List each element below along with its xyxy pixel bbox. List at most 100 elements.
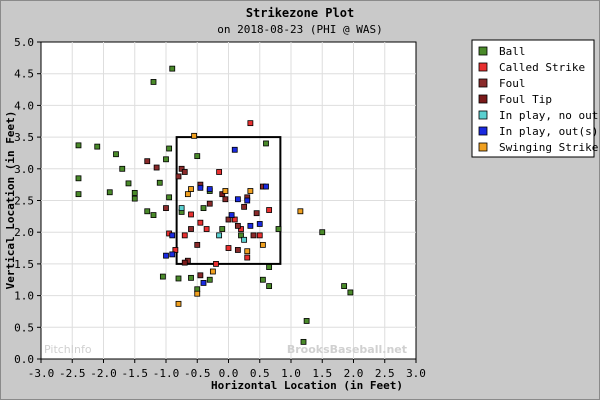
point-ball <box>150 212 157 218</box>
point-in-play-out-s <box>197 184 204 191</box>
point-foul <box>163 205 169 212</box>
x-tick-label: 0.0 <box>219 367 239 380</box>
legend-swatch-foul-tip <box>478 94 488 104</box>
point-ball <box>341 283 348 289</box>
point-ball <box>194 153 201 160</box>
watermark-brooksbaseball: BrooksBaseball.net <box>287 343 407 356</box>
point-ball <box>113 151 119 158</box>
point-ball <box>131 195 138 202</box>
point-ball <box>219 226 226 232</box>
legend-label-swinging-strike: Swinging Strike <box>499 141 598 154</box>
point-swinging-strike <box>247 188 254 194</box>
point-ball <box>238 232 244 239</box>
point-ball <box>188 274 194 281</box>
point-ball <box>163 156 169 163</box>
watermark-pitchinfo: PitchInfo <box>44 343 92 356</box>
chart-title: Strikezone Plot <box>246 6 354 20</box>
point-in-play-out-s <box>263 183 269 190</box>
point-in-play-out-s <box>169 251 176 258</box>
point-swinging-strike <box>297 208 304 215</box>
watermarks: PitchInfo BrooksBaseball.net <box>44 343 407 356</box>
y-tick-label: 3.0 <box>14 163 34 176</box>
point-ball <box>266 283 273 289</box>
chart-subtitle: on 2018-08-23 (PHI @ WAS) <box>217 23 383 36</box>
point-ball <box>206 276 213 283</box>
point-swinging-strike <box>184 191 191 198</box>
point-called-strike <box>216 169 223 175</box>
point-foul <box>241 203 248 210</box>
point-called-strike <box>197 219 204 226</box>
point-foul <box>197 272 204 279</box>
point-foul <box>222 196 229 203</box>
point-ball <box>319 229 326 236</box>
legend-swatch-in-play-out-s <box>478 126 488 136</box>
point-called-strike <box>244 254 251 261</box>
point-in-play-no-out <box>241 236 248 243</box>
point-called-strike <box>203 226 210 232</box>
point-swinging-strike <box>244 248 251 255</box>
y-tick-label: 4.5 <box>14 68 34 81</box>
point-ball <box>106 189 113 196</box>
point-foul <box>234 247 241 253</box>
x-tick-label: 1.0 <box>281 367 301 380</box>
legend-swatch-swinging-strike <box>478 142 488 152</box>
x-axis-label: Horizontal Location (in Feet) <box>211 379 403 392</box>
point-ball <box>169 65 176 72</box>
point-called-strike <box>188 211 194 218</box>
point-called-strike <box>181 232 188 239</box>
strike-zone-box <box>175 136 282 265</box>
point-in-play-out-s <box>234 196 241 203</box>
legend-label-ball: Ball <box>499 45 526 58</box>
point-ball <box>94 143 101 150</box>
legend-swatch-foul <box>478 78 488 88</box>
x-tick-label: -2.5 <box>59 367 86 380</box>
legend-label-in-play-no-out: In play, no out <box>499 109 598 122</box>
point-in-play-out-s <box>244 197 251 204</box>
point-in-play-out-s <box>256 221 263 227</box>
point-swinging-strike <box>191 132 198 139</box>
point-in-play-out-s <box>231 146 238 153</box>
point-swinging-strike <box>209 268 216 275</box>
point-swinging-strike <box>222 188 229 194</box>
point-called-strike <box>213 260 219 267</box>
point-ball <box>200 205 207 212</box>
x-tick-label: -1.5 <box>122 367 149 380</box>
point-foul <box>253 210 260 217</box>
x-tick-label: -1.0 <box>153 367 180 380</box>
point-called-strike <box>231 216 238 223</box>
point-ball <box>125 180 132 187</box>
point-swinging-strike <box>188 186 194 192</box>
point-foul <box>206 200 213 207</box>
point-ball <box>159 273 166 280</box>
point-ball <box>156 179 163 186</box>
pitch-points <box>75 65 354 345</box>
y-tick-label: 0.5 <box>14 321 34 334</box>
point-ball <box>119 165 126 172</box>
legend: Ball Called Strike Foul Foul Tip In play, no… <box>471 39 598 158</box>
point-in-play-out-s <box>247 222 254 229</box>
point-swinging-strike <box>194 290 201 297</box>
point-foul <box>234 222 241 229</box>
point-foul <box>188 226 194 232</box>
y-axis-ticks: 0.0 0.5 1.0 1.5 2.0 2.5 3.0 3.5 4.0 4.5 5.0 <box>14 36 41 366</box>
point-ball <box>75 142 82 149</box>
point-foul <box>144 158 151 165</box>
legend-swatch-ball <box>478 46 488 56</box>
x-tick-label: 2.5 <box>375 367 395 380</box>
legend-label-called-strike: Called Strike <box>499 61 585 74</box>
point-in-play-out-s <box>206 186 213 192</box>
point-ball <box>275 226 282 232</box>
y-tick-label: 1.5 <box>14 258 34 271</box>
x-tick-label: 1.5 <box>312 367 332 380</box>
point-called-strike <box>247 120 254 127</box>
point-ball <box>175 275 182 282</box>
legend-label-in-play-out-s: In play, out(s) <box>499 125 598 138</box>
point-ball <box>300 338 307 345</box>
x-axis-ticks: -3.0 -2.5 -2.0 -1.5 -1.0 -0.5 0.0 0.5 1.0 1.5 2.0 2… <box>28 359 426 380</box>
point-in-play-no-out <box>178 205 185 212</box>
legend-box <box>471 39 595 158</box>
point-in-play-out-s <box>163 252 169 259</box>
legend-swatch-in-play-no-out <box>478 110 488 120</box>
point-foul <box>178 165 185 172</box>
